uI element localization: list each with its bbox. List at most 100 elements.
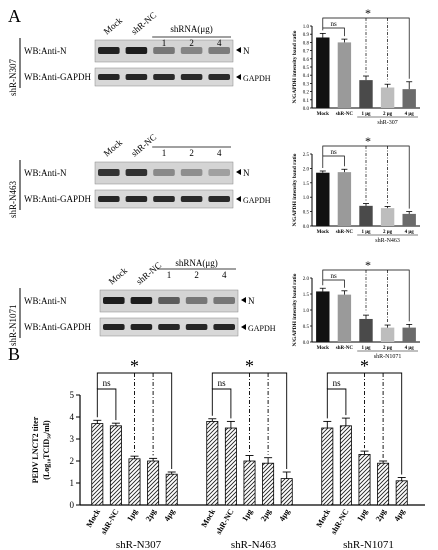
dose-label: 2	[189, 38, 194, 48]
n-band	[158, 297, 180, 304]
dose-label: 2	[189, 148, 194, 158]
bar	[316, 172, 330, 226]
blot-side-label: shR-N1071	[8, 304, 18, 346]
arrow-bottom-icon	[236, 74, 241, 80]
y-tick-label: 0.2	[303, 91, 310, 96]
x-tick-label: 1 μg	[361, 230, 371, 235]
y-axis-label: PEDV LNCT2 titer	[31, 416, 40, 483]
bar	[402, 213, 416, 226]
shrna-header: shRNA(μg)	[170, 24, 212, 34]
bar	[380, 208, 395, 226]
x-tick-label: shR-NC	[99, 507, 121, 536]
wb-label-top: WB:Anti-N	[24, 296, 67, 306]
x-tick-label: 1 μg	[361, 112, 371, 117]
shrna-header: shRNA(μg)	[175, 258, 217, 268]
wb-label-bottom: WB:Anti-GAPDH	[24, 322, 91, 332]
x-tick-label: 4μg	[162, 508, 176, 523]
x-tick-label: Mock	[317, 230, 329, 235]
y-tick-label: 1.5	[303, 293, 310, 298]
x-tick-label: shR-NC	[329, 507, 351, 536]
bar	[91, 423, 104, 506]
blot-side-label: shR-N307	[8, 58, 18, 96]
lane-label: Mock	[107, 265, 130, 286]
y-tick-label: 5	[70, 390, 75, 400]
y-tick-label: 1.0	[303, 196, 310, 201]
n-band	[208, 47, 230, 54]
group-label: shR-N1071	[374, 354, 402, 360]
y-tick-label: 1.5	[303, 182, 310, 187]
group-label: shR-307	[377, 120, 397, 126]
y-axis-label: N/GAPDH intensity band ratio	[292, 153, 298, 226]
star-label: *	[365, 6, 371, 20]
gapdh-band	[153, 196, 175, 202]
bar	[395, 480, 408, 506]
gapdh-band	[98, 196, 120, 202]
y-tick-label: 2.0	[303, 277, 310, 282]
gapdh-band	[153, 74, 175, 80]
blot-1: shR-N307 WB:Anti-N WB:Anti-GAPDH Mock shR-NC…	[8, 10, 271, 96]
dose-label: 4	[222, 270, 227, 280]
y-tick-label: 0.8	[303, 41, 310, 46]
dose-label: 1	[167, 270, 172, 280]
x-tick-label: Mock	[314, 507, 332, 529]
x-tick-label: 1μg	[355, 508, 369, 523]
x-tick-label: shR-NC	[336, 346, 354, 351]
gapdh-band	[125, 74, 148, 80]
arrow-top-icon	[236, 47, 241, 53]
ns-bracket	[322, 155, 345, 168]
n-band	[125, 169, 148, 176]
gapdh-band	[208, 196, 230, 202]
ratio-chart-3: 0.0 0.5 1.0 1.5 2.0 N/GAPDH intensity band ra…	[292, 258, 420, 360]
arrow-bottom-icon	[236, 196, 241, 202]
x-tick-label: 4 μg	[405, 346, 415, 351]
x-tick-label: shR-NC	[336, 230, 354, 235]
ns-label: ns	[330, 20, 337, 28]
y-tick-label: 0.0	[303, 107, 310, 112]
y-tick-label: 0.5	[303, 325, 310, 330]
group-label: shR-N307	[116, 539, 162, 550]
lane-label: Mock	[102, 137, 125, 158]
x-tick-label: 2μg	[374, 508, 388, 523]
wb-label-bottom: WB:Anti-GAPDH	[24, 194, 91, 204]
gapdh-band	[98, 74, 120, 80]
bar	[402, 327, 416, 342]
x-tick-label: 1 μg	[361, 346, 371, 351]
bar	[337, 42, 352, 108]
x-tick-label: shR-NC	[336, 112, 354, 117]
bar	[377, 462, 390, 506]
ns-bracket	[322, 27, 345, 37]
y-tick-label: 1	[70, 478, 75, 488]
bar	[109, 425, 122, 506]
y-tick-label: 2.5	[303, 153, 310, 158]
x-tick-label: 2 μg	[383, 230, 393, 235]
group-label: shR-N1071	[343, 539, 394, 550]
ns-label: ns	[218, 378, 227, 388]
bar	[337, 172, 352, 226]
ns-bracket	[322, 279, 345, 288]
y-tick-label: 0.7	[303, 50, 310, 55]
n-band	[130, 297, 153, 304]
wb-label-bottom: WB:Anti-GAPDH	[24, 72, 91, 82]
arrow-bottom-label: GAPDH	[248, 324, 276, 333]
bar	[380, 327, 395, 342]
n-band	[98, 47, 120, 54]
x-tick-label: 4 μg	[405, 112, 415, 117]
blot-3: shR-N1071 WB:Anti-N WB:Anti-GAPDH Mock shR-N…	[8, 258, 276, 346]
wb-label-top: WB:Anti-N	[24, 46, 67, 56]
bar	[128, 458, 141, 506]
n-band	[208, 169, 230, 176]
blot-2: shR-N463 WB:Anti-N WB:Anti-GAPDH Mock shR-NC…	[8, 132, 271, 218]
bar	[358, 453, 371, 506]
arrow-bottom-label: GAPDH	[243, 74, 271, 83]
bar	[165, 473, 178, 506]
dose-label: 1	[162, 148, 167, 158]
y-tick-label: 0.0	[303, 341, 310, 346]
ns-label: ns	[330, 148, 337, 156]
bar	[380, 87, 395, 108]
arrow-top-icon	[241, 297, 246, 303]
bar	[339, 425, 352, 506]
n-band	[98, 169, 120, 176]
n-band	[153, 169, 175, 176]
